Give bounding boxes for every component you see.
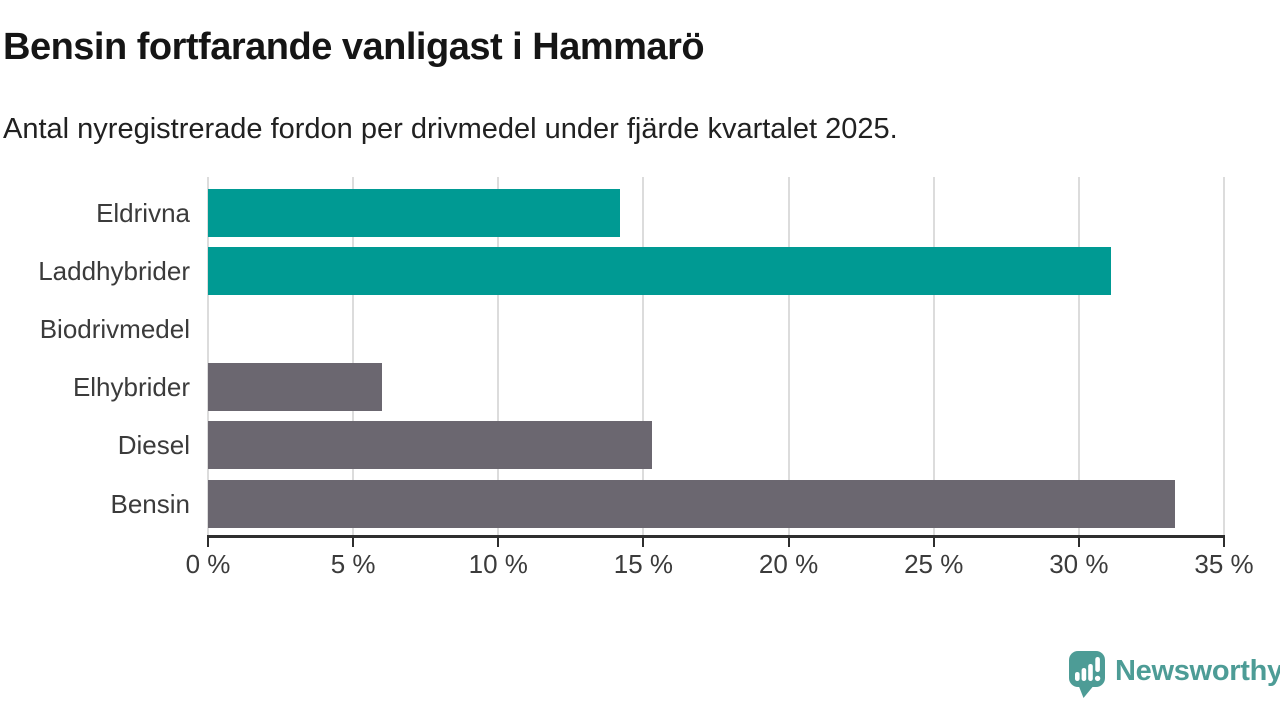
- bar-laddhybrider: [208, 247, 1111, 296]
- x-tick-20: [787, 535, 790, 547]
- chart-subtitle: Antal nyregistrerade fordon per drivmede…: [3, 113, 898, 145]
- category-label-bensin: Bensin: [110, 488, 191, 519]
- x-tick-0: [207, 535, 209, 547]
- x-tick-label-5: 5 %: [330, 549, 376, 579]
- x-tick-label-35: 35 %: [1194, 549, 1254, 579]
- x-tick-10: [497, 535, 500, 547]
- plot-area: [207, 177, 1225, 535]
- category-label-laddhybrider: Laddhybrider: [38, 256, 190, 287]
- x-tick-label-20: 20 %: [758, 549, 819, 579]
- bar-bensin: [208, 479, 1175, 528]
- x-tick-label-10: 10 %: [468, 549, 528, 579]
- category-label-diesel: Diesel: [117, 430, 190, 461]
- chart-title: Bensin fortfarande vanligast i Hammarö: [3, 26, 705, 68]
- bar-diesel: [208, 421, 653, 470]
- bar-eldrivna: [208, 189, 621, 237]
- gridline-30: [1077, 177, 1080, 535]
- x-tick-15: [642, 535, 645, 547]
- category-label-eldrivna: Eldrivna: [96, 198, 190, 228]
- x-tick-label-15: 15 %: [613, 549, 674, 579]
- gridline-15: [642, 177, 645, 535]
- gridline-35: [1223, 177, 1225, 535]
- x-tick-label-25: 25 %: [904, 549, 964, 579]
- bar-elhybrider: [208, 363, 383, 412]
- gridline-25: [932, 177, 935, 535]
- x-tick-25: [932, 535, 935, 547]
- x-tick-30: [1077, 535, 1080, 547]
- category-label-elhybrider: Elhybrider: [72, 372, 190, 403]
- x-tick-label-30: 30 %: [1049, 549, 1109, 579]
- gridline-5: [352, 177, 355, 535]
- newsworthy-logo: Newsworthy: [1068, 651, 1280, 698]
- gridline-20: [787, 177, 790, 535]
- x-tick-5: [352, 535, 355, 547]
- gridline-10: [497, 177, 500, 535]
- x-tick-35: [1223, 535, 1225, 547]
- x-axis-line: [207, 535, 1225, 538]
- newsworthy-wordmark: Newsworthy: [1115, 655, 1280, 687]
- gridline-0: [207, 177, 209, 535]
- x-tick-label-0: 0 %: [185, 549, 231, 579]
- bar-chart: 0 % 5 % 10 % 15 % 20 % 25 % 30 % 35 % Eldrivna L…: [0, 177, 1280, 589]
- category-label-biodrivmedel: Biodrivmedel: [39, 314, 190, 345]
- newsworthy-speech-bubble-bar-chart-icon: [1069, 651, 1105, 698]
